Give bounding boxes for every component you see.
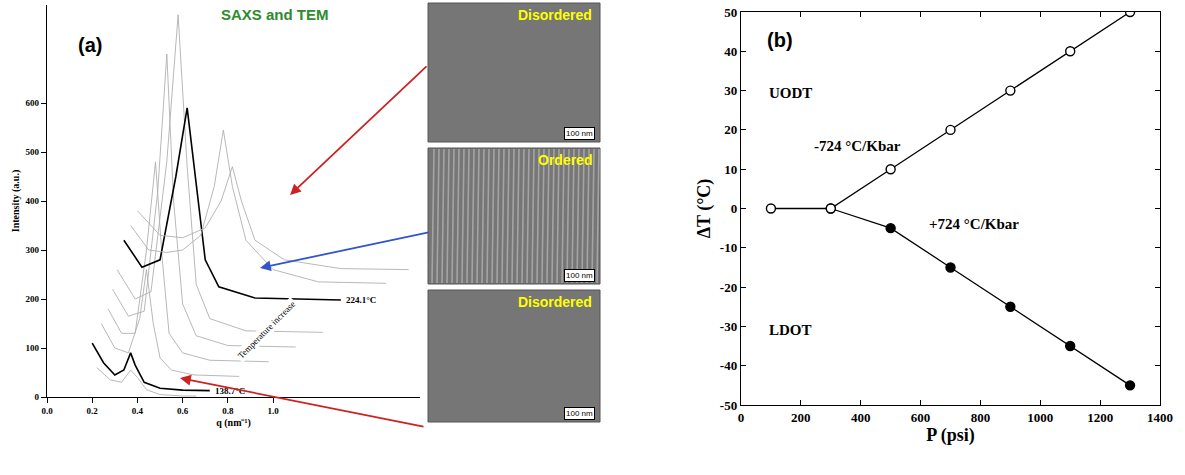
svg-text:200: 200 — [791, 410, 811, 425]
svg-text:0: 0 — [35, 392, 40, 402]
svg-text:Temperature increase: Temperature increase — [236, 299, 298, 361]
svg-text:0.4: 0.4 — [132, 406, 144, 416]
svg-text:100 nm: 100 nm — [566, 129, 593, 138]
svg-text:(b): (b) — [767, 29, 793, 51]
svg-text:-50: -50 — [720, 398, 737, 413]
svg-text:10: 10 — [724, 162, 737, 177]
svg-text:-20: -20 — [720, 280, 737, 295]
svg-text:SAXS and TEM: SAXS and TEM — [221, 6, 329, 23]
svg-text:1.0: 1.0 — [267, 406, 279, 416]
svg-text:Intensity (a.u.): Intensity (a.u.) — [10, 170, 22, 233]
svg-text:20: 20 — [724, 122, 737, 137]
svg-text:500: 500 — [26, 147, 40, 157]
svg-text:0.0: 0.0 — [41, 406, 53, 416]
svg-text:138.7°C: 138.7°C — [215, 386, 245, 396]
svg-text:(a): (a) — [78, 34, 102, 56]
svg-text:0: 0 — [738, 410, 745, 425]
svg-text:ΔT (°C): ΔT (°C) — [694, 179, 715, 239]
svg-text:100: 100 — [26, 343, 40, 353]
svg-text:Disordered: Disordered — [518, 7, 592, 23]
svg-text:Disordered: Disordered — [518, 294, 592, 310]
svg-text:50: 50 — [724, 5, 737, 20]
svg-text:+724 °C/Kbar: +724 °C/Kbar — [929, 216, 1019, 232]
svg-text:UODT: UODT — [769, 85, 812, 101]
svg-text:-10: -10 — [720, 240, 737, 255]
svg-text:1000: 1000 — [1027, 410, 1053, 425]
svg-text:P (psi): P (psi) — [926, 425, 975, 446]
svg-text:-40: -40 — [720, 358, 737, 373]
svg-text:0: 0 — [731, 201, 738, 216]
svg-text:800: 800 — [971, 410, 991, 425]
svg-text:1400: 1400 — [1147, 410, 1173, 425]
svg-text:40: 40 — [724, 44, 737, 59]
svg-text:600: 600 — [911, 410, 931, 425]
svg-text:q (nm⁻¹): q (nm⁻¹) — [216, 417, 251, 429]
svg-text:400: 400 — [851, 410, 871, 425]
svg-text:200: 200 — [26, 294, 40, 304]
svg-text:300: 300 — [26, 245, 40, 255]
svg-text:0.6: 0.6 — [177, 406, 189, 416]
svg-text:100 nm: 100 nm — [566, 271, 593, 280]
svg-text:Ordered: Ordered — [538, 152, 592, 168]
svg-text:LDOT: LDOT — [769, 322, 812, 338]
svg-text:0.2: 0.2 — [87, 406, 99, 416]
svg-text:30: 30 — [724, 83, 737, 98]
svg-text:600: 600 — [26, 98, 40, 108]
svg-text:1200: 1200 — [1087, 410, 1113, 425]
svg-text:224.1°C: 224.1°C — [346, 295, 376, 305]
svg-text:-30: -30 — [720, 319, 737, 334]
svg-text:100 nm: 100 nm — [566, 409, 593, 418]
svg-text:400: 400 — [26, 196, 40, 206]
svg-text:-724 °C/Kbar: -724 °C/Kbar — [814, 138, 901, 154]
svg-text:0.8: 0.8 — [222, 406, 234, 416]
